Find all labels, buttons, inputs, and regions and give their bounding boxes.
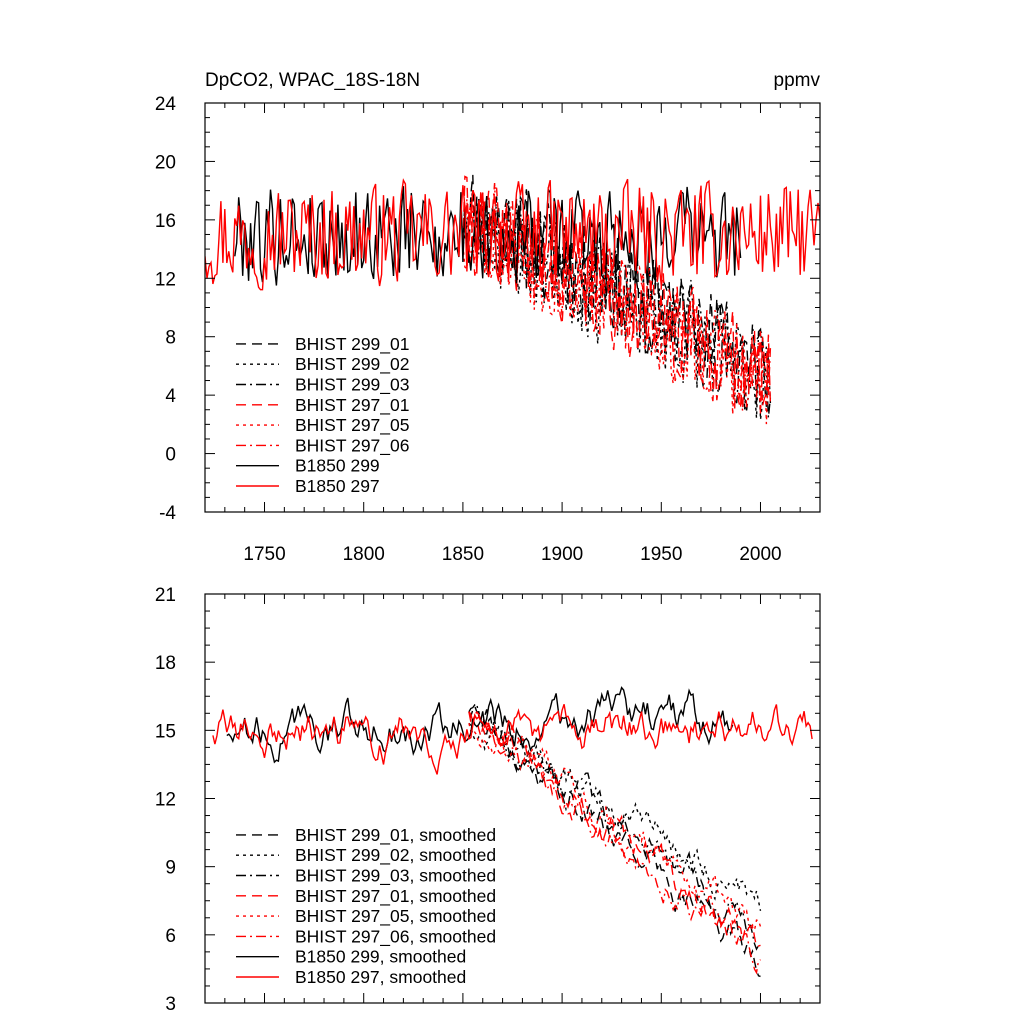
y-tick-label: 6 [165, 926, 176, 947]
x-tick-label: 1900 [541, 544, 583, 565]
x-tick-label: 2000 [739, 544, 781, 565]
legend-label: BHIST 299_02, smoothed [295, 845, 496, 866]
legend-label: BHIST 297_05 [295, 415, 409, 436]
series-line-6 [226, 686, 734, 764]
series-line-5 [468, 711, 761, 975]
legend-label: BHIST 297_06 [295, 435, 409, 456]
legend-label: BHIST 299_01 [295, 334, 409, 355]
units-label: ppmv [774, 70, 821, 91]
y-tick-label: 12 [155, 790, 176, 811]
legend-label: BHIST 297_01 [295, 395, 409, 416]
y-tick-label: 0 [165, 445, 176, 466]
series-lines [212, 686, 813, 978]
y-tick-label: 16 [155, 211, 176, 232]
legend-label: B1850 299 [295, 456, 380, 476]
y-tick-label: 12 [155, 269, 176, 290]
tick-labels: 3 6 9 12 15 18 21 [155, 585, 176, 1015]
legend-label: BHIST 299_03, smoothed [295, 866, 496, 887]
legend-label: B1850 299, smoothed [295, 947, 466, 967]
y-tick-label: 24 [155, 94, 177, 115]
chart-title: DpCO2, WPAC_18S-18N [205, 70, 420, 91]
series-line-4 [468, 723, 762, 932]
series-line-7 [205, 178, 820, 291]
legend-label: B1850 297, smoothed [295, 967, 466, 987]
top-panel: DpCO2, WPAC_18S-18N ppmv 1750 1800 1850 190… [155, 70, 821, 565]
legend-label: BHIST 299_01, smoothed [295, 825, 496, 846]
tick-labels: 1750 1800 1850 1900 1950 2000 -4 0 4 8 12 16 20 24 [155, 94, 782, 565]
x-tick-label: 1750 [243, 544, 285, 565]
series-line-1 [468, 719, 762, 911]
y-tick-label: 15 [155, 721, 176, 742]
y-tick-label: 21 [155, 585, 176, 606]
y-tick-label: 8 [165, 328, 176, 349]
legend-label: BHIST 299_02 [295, 354, 409, 375]
y-tick-label: 9 [165, 858, 176, 879]
y-tick-label: 18 [155, 653, 176, 674]
series-line-3 [468, 711, 761, 948]
x-tick-label: 1800 [343, 544, 385, 565]
legend-label: BHIST 297_01, smoothed [295, 886, 496, 907]
y-tick-label: -4 [159, 503, 176, 524]
series-line-7 [212, 703, 813, 775]
legend-label: B1850 297 [295, 476, 380, 496]
series-line-5 [462, 182, 772, 414]
series-line-0 [462, 174, 771, 407]
legend-label: BHIST 297_05, smoothed [295, 906, 496, 927]
y-tick-label: 20 [155, 152, 176, 173]
legend-label: BHIST 299_03 [295, 375, 409, 396]
series-lines [205, 174, 820, 425]
x-tick-label: 1850 [442, 544, 484, 565]
y-tick-label: 3 [165, 994, 176, 1015]
legend-label: BHIST 297_06, smoothed [295, 926, 496, 947]
x-tick-label: 1950 [640, 544, 682, 565]
axis-ticks [204, 593, 821, 1004]
axis-ticks [204, 102, 821, 513]
y-tick-label: 4 [165, 386, 176, 407]
series-line-2 [462, 196, 772, 418]
